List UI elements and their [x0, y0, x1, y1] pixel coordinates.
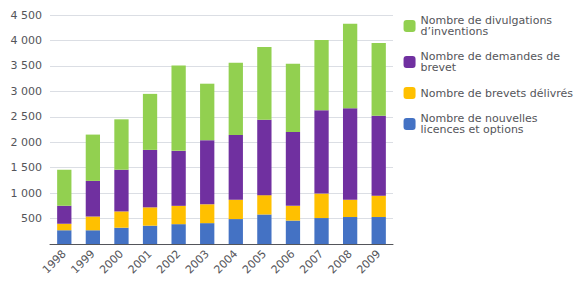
- svg-text:licences et options: licences et options: [421, 123, 524, 136]
- svg-text:2000: 2000: [97, 247, 126, 276]
- svg-text:d’inventions: d’inventions: [421, 25, 489, 38]
- svg-text:1 500: 1 500: [11, 161, 43, 174]
- svg-text:2005: 2005: [240, 247, 269, 276]
- svg-text:1 000: 1 000: [11, 187, 43, 200]
- svg-text:Nombre de demandes de: Nombre de demandes de: [420, 50, 560, 63]
- svg-text:2009: 2009: [354, 247, 383, 276]
- svg-text:3 000: 3 000: [11, 85, 43, 98]
- svg-text:2001: 2001: [126, 247, 155, 276]
- svg-text:2003: 2003: [183, 247, 212, 276]
- svg-text:Nombre de nouvelles: Nombre de nouvelles: [420, 112, 538, 125]
- svg-text:Nombre de brevets délivrés: Nombre de brevets délivrés: [421, 87, 574, 100]
- svg-text:1999: 1999: [69, 247, 98, 276]
- svg-text:2008: 2008: [326, 247, 355, 276]
- svg-text:2007: 2007: [297, 247, 326, 276]
- svg-text:1998: 1998: [40, 247, 69, 276]
- svg-text:2 500: 2 500: [11, 110, 43, 123]
- svg-text:2002: 2002: [154, 247, 183, 276]
- svg-text:Nombre de divulgations: Nombre de divulgations: [420, 14, 553, 27]
- svg-text:4 000: 4 000: [11, 34, 43, 47]
- svg-text:brevet: brevet: [421, 61, 457, 74]
- svg-text:2006: 2006: [269, 247, 298, 276]
- svg-text:500: 500: [21, 212, 42, 225]
- svg-text:3 500: 3 500: [11, 59, 43, 72]
- svg-text:4 500: 4 500: [11, 9, 43, 22]
- svg-text:2 000: 2 000: [11, 136, 43, 149]
- svg-text:2004: 2004: [211, 247, 240, 276]
